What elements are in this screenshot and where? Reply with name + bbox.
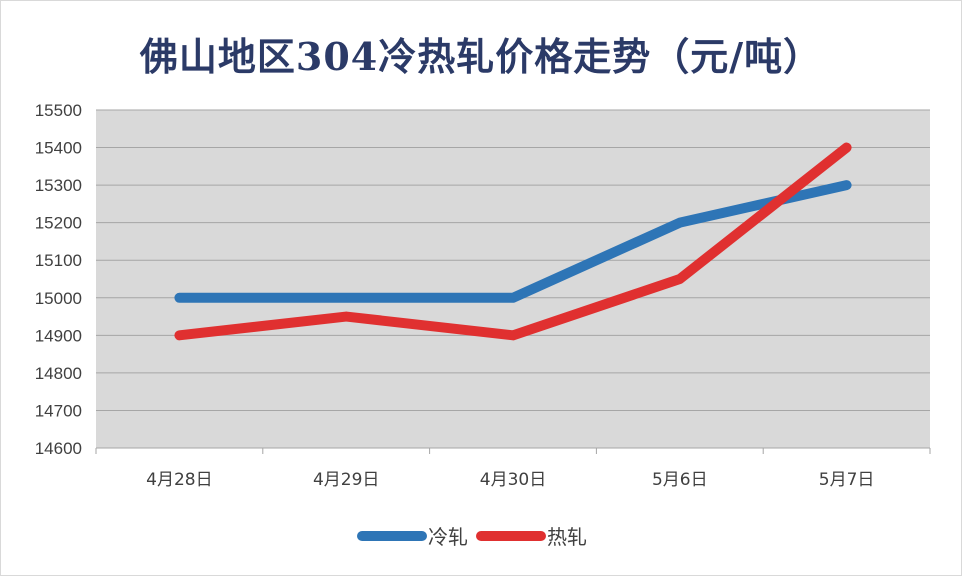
x-tick-label: 4月28日 xyxy=(146,470,212,490)
x-tick-label: 4月29日 xyxy=(313,470,379,490)
data-point xyxy=(345,316,347,318)
x-tick-label: 5月7日 xyxy=(819,470,875,490)
chart-title: 佛山地区304冷热轧价格走势（元/吨） xyxy=(139,34,823,79)
y-tick-label: 15400 xyxy=(35,139,82,158)
legend-label: 冷轧 xyxy=(428,525,468,549)
y-tick-label: 14700 xyxy=(35,401,82,420)
data-point xyxy=(512,334,514,336)
data-point xyxy=(512,297,514,299)
y-tick-label: 15000 xyxy=(35,289,82,308)
y-tick-label: 15500 xyxy=(35,101,82,120)
data-point xyxy=(679,222,681,224)
x-tick-label: 5月6日 xyxy=(652,470,708,490)
x-tick-label: 4月30日 xyxy=(480,470,546,490)
y-axis: 15500 15400 15300 15200 15100 15000 14900 14800… xyxy=(35,101,82,458)
data-point xyxy=(846,184,848,186)
x-axis: 4月28日 4月29日 4月30日 5月6日 5月7日 xyxy=(95,448,931,490)
data-point xyxy=(345,297,347,299)
y-tick-label: 15200 xyxy=(35,214,82,233)
y-tick-label: 14900 xyxy=(35,326,82,345)
data-point xyxy=(178,297,180,299)
y-tick-label: 14600 xyxy=(35,439,82,458)
data-point xyxy=(178,334,180,336)
series-lines xyxy=(174,142,852,341)
data-point xyxy=(679,278,681,280)
y-tick-label: 15100 xyxy=(35,251,82,270)
legend-label: 热轧 xyxy=(547,525,587,549)
data-point xyxy=(846,147,848,149)
legend: 冷轧 热轧 xyxy=(357,525,587,549)
y-tick-label: 14800 xyxy=(35,364,82,383)
plot-area xyxy=(96,110,930,448)
y-tick-label: 15300 xyxy=(35,176,82,195)
